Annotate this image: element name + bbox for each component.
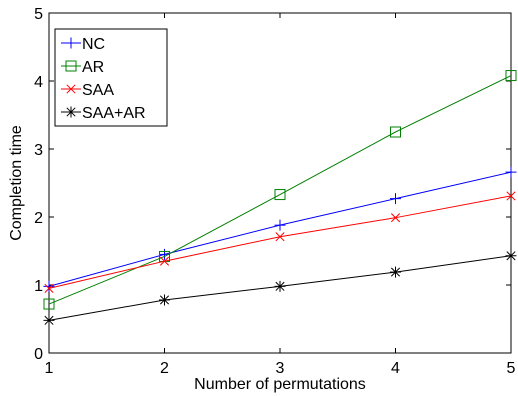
y-tick-label: 4: [34, 74, 43, 91]
legend-label: SAA: [82, 82, 114, 99]
x-tick-label: 2: [160, 360, 169, 377]
data-point-saa-ar: [505, 250, 517, 262]
legend-label: AR: [82, 59, 104, 76]
data-point-saa: [506, 191, 516, 201]
series-line-ar: [48, 75, 512, 305]
legend-label: SAA+AR: [82, 105, 146, 122]
x-tick-label: 5: [507, 360, 516, 377]
data-point-saa: [44, 283, 54, 293]
data-point-nc: [274, 219, 286, 231]
y-tick-label: 1: [34, 278, 43, 295]
data-point-ar: [43, 298, 55, 310]
series-layer: [43, 70, 517, 326]
legend-label: NC: [82, 36, 105, 53]
x-axis: 1 2 3 4 5: [45, 13, 516, 377]
legend-marker: [65, 37, 77, 49]
y-tick-label: 3: [34, 142, 43, 159]
y-axis: 0 1 2 3 4 5: [34, 6, 511, 363]
y-tick-label: 2: [34, 210, 43, 227]
data-point-nc: [390, 193, 401, 205]
legend-marker: [66, 84, 76, 94]
data-point-nc: [43, 280, 55, 292]
data-point-saa-ar: [159, 294, 170, 306]
data-point-ar: [505, 70, 517, 82]
x-tick-label: 4: [391, 360, 400, 377]
data-point-saa: [275, 232, 285, 242]
x-tick-label: 1: [45, 360, 54, 377]
data-point-saa-ar: [274, 280, 286, 292]
data-point-ar: [274, 189, 286, 201]
legend: NC AR SAA SAA+AR: [54, 28, 168, 127]
y-tick-label: 5: [34, 6, 43, 23]
y-tick-label: 0: [34, 346, 43, 363]
y-axis-title: Completion time: [8, 125, 25, 241]
data-point-ar: [390, 126, 401, 138]
legend-marker: [65, 60, 77, 72]
x-axis-title: Number of permutations: [194, 376, 366, 393]
x-tick-label: 3: [276, 360, 285, 377]
data-point-saa: [390, 213, 401, 223]
data-point-saa-ar: [390, 266, 401, 278]
data-point-saa-ar: [43, 314, 55, 326]
data-point-saa: [159, 256, 170, 266]
data-point-nc: [505, 166, 517, 178]
legend-marker: [65, 106, 77, 118]
